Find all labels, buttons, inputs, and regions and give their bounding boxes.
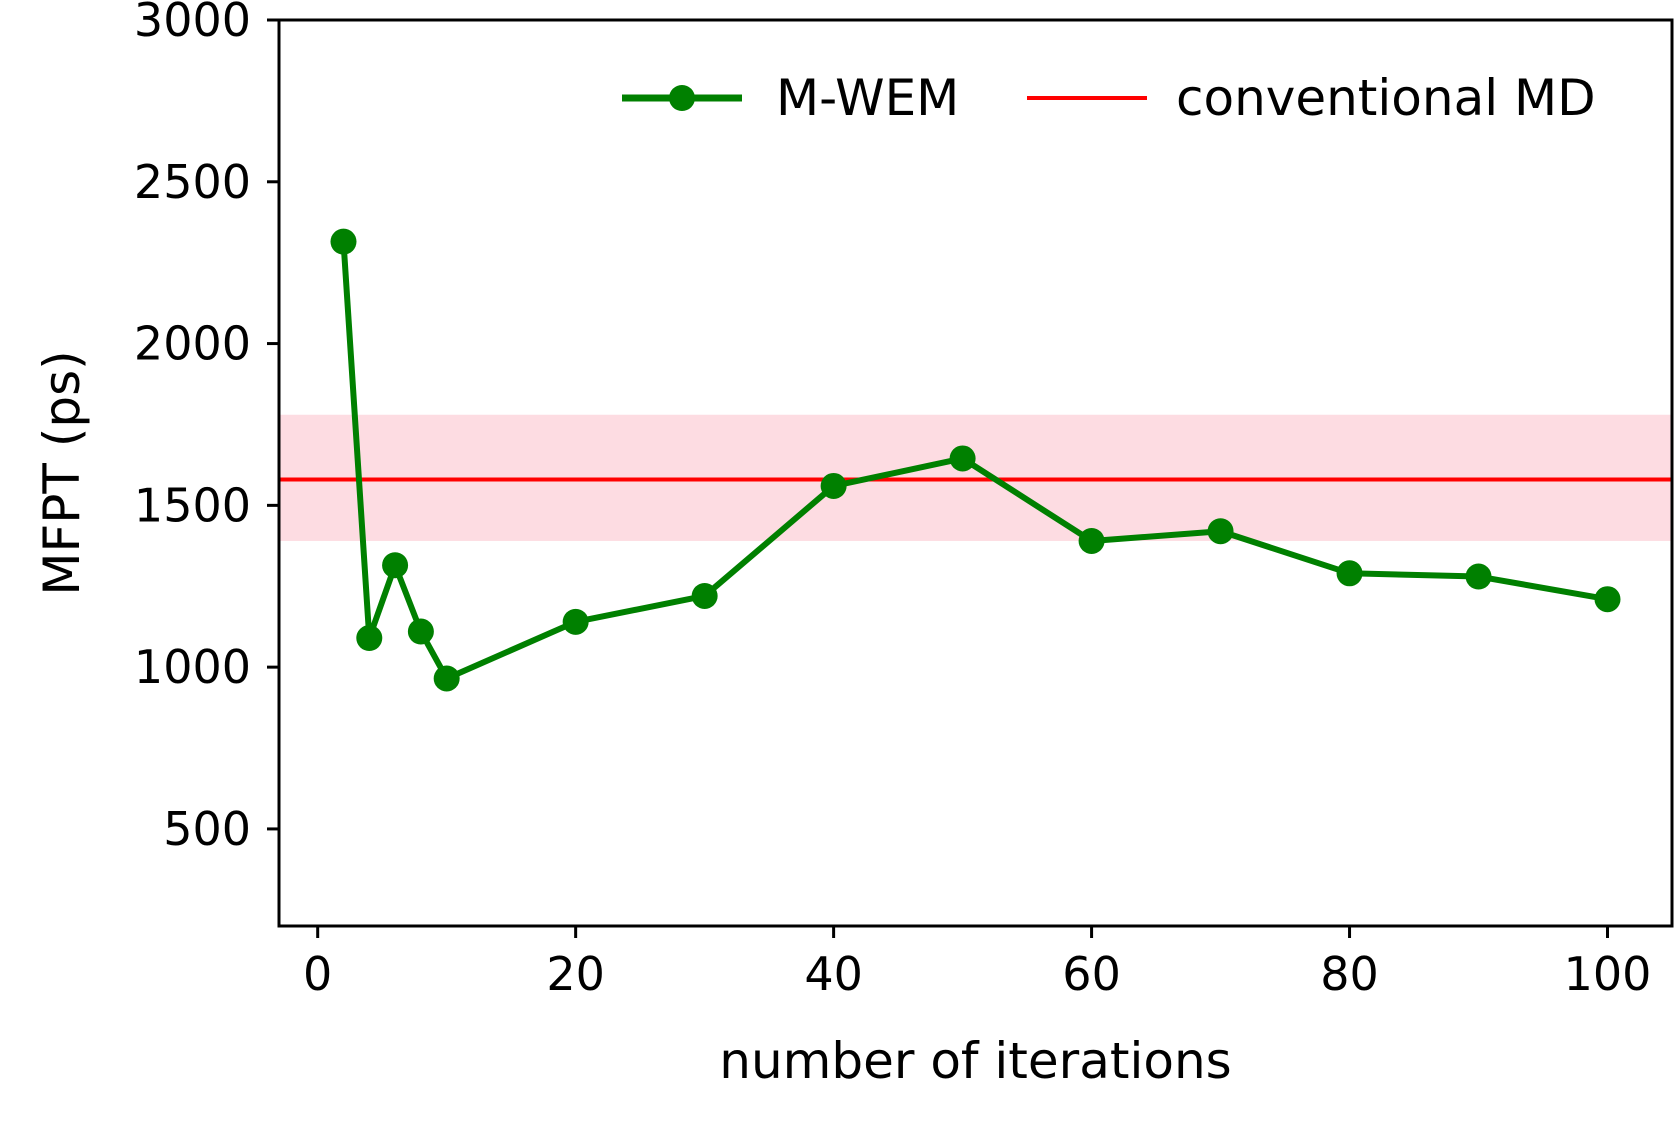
- mwem-point: [433, 665, 460, 692]
- x-tick-label: 80: [1320, 947, 1379, 1001]
- legend-mwem-marker: [669, 85, 695, 111]
- x-tick-label: 40: [804, 947, 863, 1001]
- mwem-point: [382, 552, 409, 579]
- y-tick-label: 500: [163, 802, 251, 856]
- y-tick-label: 3000: [134, 0, 251, 47]
- mwem-point: [949, 445, 976, 472]
- mwem-point: [562, 608, 589, 635]
- mwem-point: [1465, 563, 1492, 590]
- mwem-point: [407, 618, 434, 645]
- legend-mwem-label: M-WEM: [776, 69, 959, 127]
- y-tick-label: 1000: [134, 640, 251, 694]
- x-tick-label: 60: [1062, 947, 1121, 1001]
- y-tick-label: 2500: [134, 155, 251, 209]
- mwem-point: [330, 228, 357, 255]
- x-tick-label: 20: [546, 947, 605, 1001]
- mwem-point: [1336, 560, 1363, 587]
- y-tick-label: 2000: [134, 317, 251, 371]
- mwem-point: [1594, 586, 1621, 613]
- plot-frame: [277, 18, 1674, 928]
- mwem-point: [1207, 518, 1234, 545]
- axes-layer: 0 20 40 60 80 100 500 1000 1500 2000 2500 3000: [134, 0, 1651, 1001]
- legend: M-WEM conventional MD: [622, 69, 1596, 127]
- mwem-point: [820, 472, 847, 499]
- mwem-point: [1078, 527, 1105, 554]
- mwem-point: [356, 625, 383, 652]
- y-axis-label: MFPT (ps): [33, 350, 91, 595]
- plot-layer: [279, 228, 1672, 692]
- y-tick-label: 1500: [134, 478, 251, 532]
- x-tick-label: 0: [303, 947, 332, 1001]
- x-tick-label: 100: [1564, 947, 1652, 1001]
- mwem-point: [691, 582, 718, 609]
- legend-md-label: conventional MD: [1176, 69, 1596, 127]
- x-axis-label: number of iterations: [719, 1032, 1231, 1090]
